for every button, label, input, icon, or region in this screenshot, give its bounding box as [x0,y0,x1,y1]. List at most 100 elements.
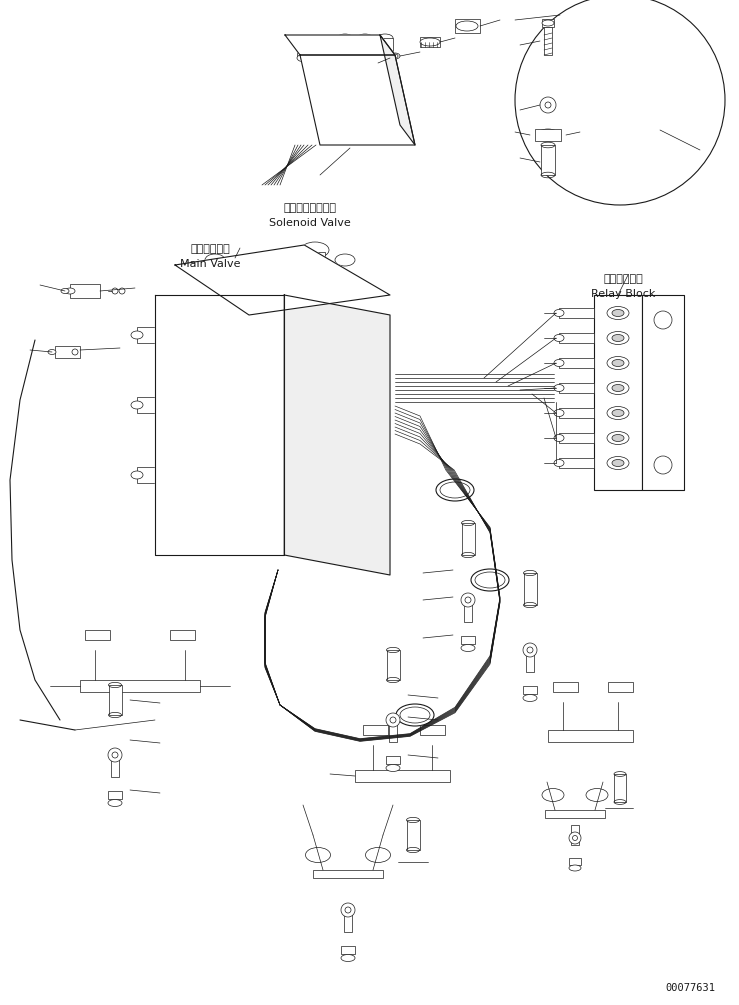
Ellipse shape [554,409,564,416]
Polygon shape [285,295,390,575]
Ellipse shape [317,36,333,44]
Ellipse shape [390,53,400,59]
Ellipse shape [175,418,195,431]
Bar [317,40,333,58]
Bar [559,458,594,468]
Ellipse shape [309,511,339,529]
Bar [137,467,155,483]
Circle shape [573,835,577,840]
Bar [386,756,400,764]
Ellipse shape [286,413,294,418]
Text: Relay Block: Relay Block [590,289,655,299]
Bar [85,630,110,640]
Circle shape [345,907,351,913]
Ellipse shape [335,254,355,266]
Ellipse shape [175,463,195,476]
Bar [357,38,373,56]
Polygon shape [380,35,415,145]
Ellipse shape [607,332,629,345]
Polygon shape [155,295,285,555]
Ellipse shape [231,528,239,533]
Ellipse shape [131,331,143,339]
Ellipse shape [316,384,333,396]
Ellipse shape [282,373,298,383]
Ellipse shape [286,338,294,343]
Bar [535,129,561,141]
Ellipse shape [316,429,333,441]
Polygon shape [300,55,415,145]
Ellipse shape [607,431,629,444]
Bar [545,810,605,818]
Bar [608,682,633,692]
Ellipse shape [607,456,629,469]
Bar [642,295,684,490]
Ellipse shape [607,406,629,419]
Ellipse shape [309,381,339,399]
Circle shape [390,717,396,723]
Ellipse shape [286,451,294,456]
Circle shape [386,713,400,727]
Ellipse shape [523,694,537,701]
Ellipse shape [569,865,581,871]
Circle shape [108,748,122,762]
Ellipse shape [169,415,201,435]
Ellipse shape [169,325,201,345]
Circle shape [112,288,118,294]
Ellipse shape [612,360,624,367]
Text: Solenoid Valve: Solenoid Valve [269,218,351,228]
Circle shape [540,97,556,113]
Bar [70,284,100,298]
Ellipse shape [542,20,554,26]
Bar [559,333,594,343]
Ellipse shape [612,385,624,392]
Ellipse shape [461,644,475,651]
Bar [569,858,581,865]
Ellipse shape [282,525,298,535]
Ellipse shape [297,54,313,62]
Ellipse shape [227,487,243,497]
Bar [363,725,388,735]
Circle shape [461,593,475,607]
Bar [559,433,594,443]
Ellipse shape [282,449,298,459]
Bar [559,383,594,393]
Ellipse shape [316,514,333,526]
Ellipse shape [227,411,243,421]
Bar [464,600,472,622]
Ellipse shape [282,411,298,421]
Bar [420,37,440,47]
Ellipse shape [282,335,298,345]
Ellipse shape [386,765,400,772]
Ellipse shape [612,434,624,441]
Circle shape [654,311,672,329]
Ellipse shape [542,132,554,139]
Ellipse shape [61,288,69,293]
Ellipse shape [341,955,355,962]
Text: ソレノイドバルブ: ソレノイドバルブ [284,203,336,213]
Bar [559,358,594,368]
Ellipse shape [612,459,624,466]
Ellipse shape [317,54,333,62]
Ellipse shape [456,21,478,31]
Ellipse shape [612,409,624,416]
Ellipse shape [607,357,629,370]
Bar [559,308,594,318]
Circle shape [527,647,533,653]
Text: メインバルブ: メインバルブ [190,244,230,254]
Ellipse shape [377,52,393,60]
Circle shape [341,903,355,917]
Bar [341,946,355,954]
Bar [571,825,579,845]
Circle shape [112,752,118,758]
Ellipse shape [607,307,629,320]
Bar [523,686,537,694]
Bar [614,774,626,802]
Ellipse shape [420,38,440,46]
Ellipse shape [297,36,313,44]
Bar [542,19,554,27]
Bar [344,910,352,932]
Ellipse shape [175,374,195,387]
Ellipse shape [337,52,353,60]
Bar [461,636,475,644]
Ellipse shape [227,373,243,383]
